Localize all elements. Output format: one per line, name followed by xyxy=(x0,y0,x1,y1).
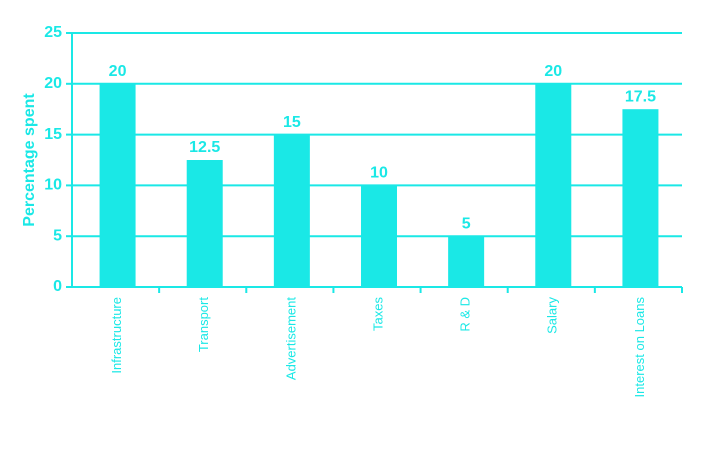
y-tick-label: 20 xyxy=(44,75,62,92)
y-tick-label: 0 xyxy=(53,278,62,295)
x-tick-label: Taxes xyxy=(370,297,385,331)
x-tick-label: Interest on Loans xyxy=(632,297,647,398)
x-tick-label: Salary xyxy=(545,297,560,334)
y-tick-label: 15 xyxy=(44,126,62,143)
x-tick-label: Transport xyxy=(196,297,211,353)
bar xyxy=(186,160,223,287)
bar xyxy=(361,185,397,287)
x-tick-label: Infrastructure xyxy=(109,297,124,374)
bar xyxy=(535,83,572,287)
x-tick-label: Advertisement xyxy=(283,297,298,380)
bar xyxy=(448,236,485,287)
y-tick-label: 25 xyxy=(44,24,62,41)
data-label: 5 xyxy=(462,215,471,232)
x-tick-label: R & D xyxy=(458,297,473,332)
y-tick-label: 10 xyxy=(44,177,62,194)
y-axis-label: Percentage spent xyxy=(21,93,38,227)
data-label: 12.5 xyxy=(189,139,220,156)
data-label: 10 xyxy=(370,165,388,182)
y-tick-label: 5 xyxy=(53,227,62,244)
data-label: 20 xyxy=(544,63,562,80)
bar xyxy=(99,83,136,287)
bar xyxy=(622,109,659,287)
data-label: 20 xyxy=(109,63,127,80)
data-label: 17.5 xyxy=(625,88,656,105)
bar xyxy=(273,134,310,287)
data-label: 15 xyxy=(283,114,301,131)
